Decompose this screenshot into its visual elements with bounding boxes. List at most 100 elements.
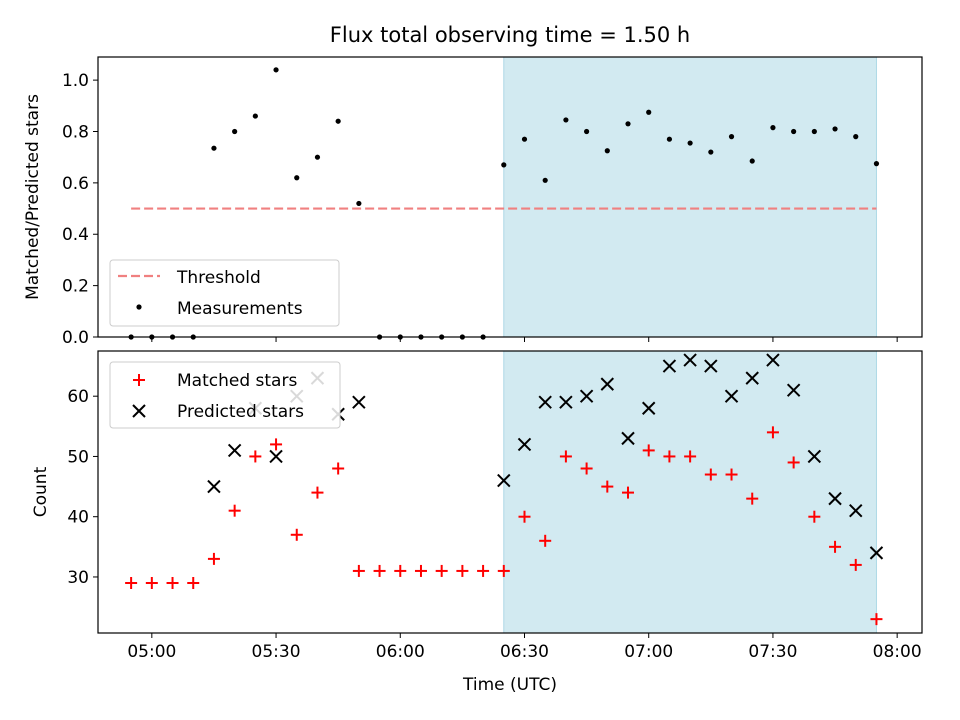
matched-stars-point xyxy=(766,426,779,439)
predicted-stars-point xyxy=(497,473,511,488)
legend-predicted-swatch xyxy=(132,404,146,418)
matched-stars-point xyxy=(270,438,283,451)
measurement-point xyxy=(252,113,258,119)
measurement-point xyxy=(666,136,673,142)
count-y-axis-label: Count xyxy=(31,466,51,517)
measurement-point xyxy=(356,200,362,207)
predicted-stars-point xyxy=(642,401,656,415)
matched-stars-point xyxy=(704,468,717,481)
legend-predicted-label: Predicted stars xyxy=(177,402,304,422)
predicted-stars-point xyxy=(683,353,697,367)
ratio-legend: Threshold Measurements xyxy=(109,259,340,327)
matched-stars-point xyxy=(622,486,635,499)
matched-stars-point xyxy=(808,510,821,523)
predicted-stars-point xyxy=(849,503,863,518)
measurement-point xyxy=(335,118,341,124)
matched-stars-point xyxy=(435,564,448,577)
ratio-panel: 0.0 0.2 0.4 0.6 0.8 1.0 Matched/Predicted sta… xyxy=(23,56,923,348)
predicted-stars-point xyxy=(269,449,283,464)
matched-stars-point xyxy=(125,576,138,589)
predicted-stars-point xyxy=(807,449,822,464)
matched-stars-point xyxy=(145,576,158,589)
observing-window-shade xyxy=(503,350,877,634)
measurement-point xyxy=(646,109,652,115)
predicted-stars-point xyxy=(621,431,635,446)
matched-stars-point xyxy=(746,492,759,505)
matched-stars-point xyxy=(518,510,531,523)
predicted-stars-point xyxy=(579,389,594,403)
matched-stars-point xyxy=(477,564,490,577)
measurement-point xyxy=(314,154,321,160)
count-legend: Matched stars Predicted stars xyxy=(109,361,341,429)
matched-stars-point xyxy=(166,576,179,589)
predicted-stars-point xyxy=(766,353,780,367)
y-tick-label: 40 xyxy=(67,508,89,528)
measurement-point xyxy=(604,148,610,154)
x-tick-label: 06:00 xyxy=(376,642,425,662)
count-panel-frame xyxy=(97,350,923,634)
measurement-point xyxy=(873,161,880,167)
predicted-stars-point xyxy=(227,443,242,458)
predicted-stars-point xyxy=(745,371,759,385)
measurement-point xyxy=(708,149,714,155)
y-tick-label: 0.6 xyxy=(62,174,89,194)
measurement-point xyxy=(294,175,300,181)
measurement-point xyxy=(501,162,507,168)
predicted-stars-point xyxy=(600,377,615,391)
predicted-stars-point xyxy=(352,395,366,409)
measurement-point xyxy=(563,117,569,123)
matched-stars-point xyxy=(332,462,345,475)
y-tick-label: 0.0 xyxy=(62,328,89,348)
x-axis-label: Time (UTC) xyxy=(462,675,557,695)
legend-measurements-swatch xyxy=(136,304,142,310)
predicted-stars-point xyxy=(724,389,739,403)
y-tick-label: 0.4 xyxy=(62,225,89,245)
predicted-stars-point xyxy=(786,383,801,397)
legend-matched-label: Matched stars xyxy=(177,371,297,391)
predicted-stars-point xyxy=(517,437,532,452)
legend-measurements-label: Measurements xyxy=(177,299,303,319)
predicted-stars-point xyxy=(662,359,677,373)
y-tick-label: 0.2 xyxy=(62,277,89,297)
measurement-point xyxy=(521,136,528,142)
measurement-point xyxy=(687,140,693,146)
matched-stars-point xyxy=(663,450,676,463)
y-tick-label: 30 xyxy=(67,568,89,588)
matched-stars-point xyxy=(829,540,842,553)
chart-title: Flux total observing time = 1.50 h xyxy=(330,23,690,47)
x-tick-label: 06:30 xyxy=(500,642,549,662)
matched-stars-point xyxy=(228,504,241,517)
matched-stars-point xyxy=(352,564,365,577)
matched-stars-point xyxy=(642,444,655,457)
predicted-stars-point xyxy=(828,491,842,506)
matched-stars-point xyxy=(849,558,862,571)
matched-stars-point xyxy=(497,564,510,577)
ratio-panel-frame xyxy=(97,56,923,338)
measurement-point xyxy=(728,134,735,140)
predicted-stars-point xyxy=(559,395,573,409)
matched-stars-point xyxy=(725,468,738,481)
predicted-stars-point xyxy=(704,359,718,373)
ratio-y-axis-label: Matched/Predicted stars xyxy=(23,94,43,300)
matched-stars-point xyxy=(394,564,407,577)
matched-stars-point xyxy=(311,486,324,499)
matched-stars-point xyxy=(559,450,572,463)
measurement-point xyxy=(273,67,279,73)
legend-matched-swatch xyxy=(133,374,145,386)
x-tick-label: 07:30 xyxy=(748,642,797,662)
x-tick-label: 05:00 xyxy=(127,642,176,662)
matched-stars-point xyxy=(539,534,552,547)
y-tick-label: 60 xyxy=(67,387,89,407)
predicted-stars-point xyxy=(207,479,221,494)
matched-stars-point xyxy=(414,564,427,577)
count-panel: 05:00 05:30 06:00 06:30 07:00 07:30 08:00 30 40… xyxy=(31,350,923,695)
matched-stars-point xyxy=(249,450,262,463)
legend-threshold-label: Threshold xyxy=(176,268,261,288)
measurement-point xyxy=(770,125,776,131)
measurement-point xyxy=(625,121,631,127)
y-tick-label: 1.0 xyxy=(62,71,89,91)
observing-window-shade xyxy=(503,56,877,338)
y-tick-label: 0.8 xyxy=(62,122,89,142)
predicted-stars-point xyxy=(869,546,884,560)
